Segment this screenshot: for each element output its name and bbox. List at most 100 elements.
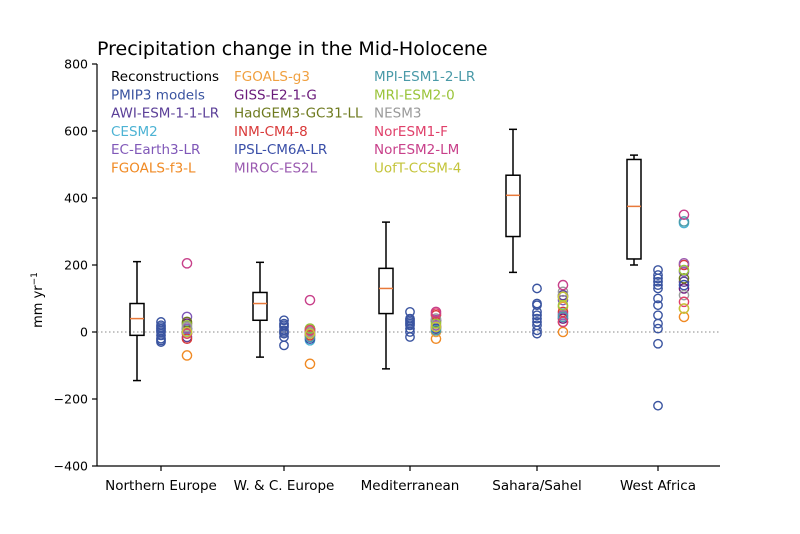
pmip4-point <box>430 313 442 324</box>
y-tick-label: 800 <box>64 57 88 72</box>
pmip4-point <box>181 326 193 338</box>
pmip3-point <box>405 318 415 329</box>
pmip4-point <box>430 306 442 318</box>
pmip3-point <box>653 338 663 349</box>
boxplot <box>129 260 145 382</box>
pmip4-point <box>557 294 569 306</box>
pmip3-point <box>653 300 663 311</box>
pmip4-point <box>678 283 690 294</box>
legend-entry: CESM2 <box>111 124 158 140</box>
legend-entry: NorESM1-F <box>374 124 448 140</box>
pmip3-point <box>405 315 415 326</box>
pmip4-point <box>304 358 316 370</box>
y-axis-label-main: mm yr <box>31 285 46 328</box>
pmip3-point <box>653 283 663 294</box>
pmip3-point <box>653 400 663 411</box>
y-tick-label: 200 <box>64 258 88 273</box>
pmip4-point <box>678 276 690 288</box>
boxplot <box>505 128 521 274</box>
pmip4-point <box>304 325 316 336</box>
pmip3-point <box>653 293 663 304</box>
boxplot-box <box>378 267 394 315</box>
legend-entry: INM-CM4-8 <box>234 124 308 140</box>
pmip3-point <box>532 306 542 317</box>
pmip4-point <box>678 279 690 291</box>
pmip4-point <box>557 286 569 298</box>
boxplot <box>626 154 642 266</box>
pmip3-points <box>156 265 663 411</box>
pmip4-point <box>304 294 316 306</box>
pmip3-point <box>653 323 663 334</box>
legend-entry: GISS-E2-1-G <box>234 87 317 103</box>
legend-entry: UofT-CCSM-4 <box>374 161 461 177</box>
pmip4-point <box>678 258 690 269</box>
y-tick-label: 600 <box>64 124 88 139</box>
legend: Reconstructions PMIP3 models AWI-ESM-1-1-L… <box>111 69 475 177</box>
pmip3-point <box>532 283 542 294</box>
legend-entry: EC-Earth3-LR <box>111 142 200 158</box>
legend-entry: MIROC-ES2L <box>234 161 318 177</box>
pmip4-point <box>181 311 193 323</box>
pmip4-point <box>557 291 569 303</box>
pmip4-point <box>430 321 442 333</box>
pmip4-point <box>678 264 690 276</box>
pmip3-point <box>156 322 166 332</box>
pmip4-point <box>678 273 690 284</box>
pmip3-point <box>532 313 542 324</box>
pmip3-point <box>532 300 542 311</box>
legend-entry: AWI-ESM-1-1-LR <box>111 106 219 122</box>
pmip4-point <box>181 333 193 345</box>
boxplot <box>378 221 394 370</box>
x-category-label: West Africa <box>620 478 696 494</box>
legend-entry: FGOALS-f3-L <box>111 161 196 177</box>
pmip4-point <box>557 299 569 311</box>
pmip4-point <box>304 331 316 343</box>
pmip4-points <box>181 209 690 370</box>
boxplot-box <box>626 158 642 260</box>
chart-title: Precipitation change in the Mid-Holocene <box>97 38 488 60</box>
pmip4-point <box>181 258 193 269</box>
legend-entry: HadGEM3-GC31-LL <box>234 106 363 122</box>
pmip4-point <box>678 296 690 308</box>
pmip4-point <box>678 303 690 314</box>
y-tick-label: 0 <box>80 325 88 340</box>
x-category-label: W. & C. Europe <box>234 478 335 494</box>
pmip3-point <box>279 340 289 351</box>
pmip3-point <box>653 273 663 284</box>
x-category-label: Northern Europe <box>105 478 217 494</box>
pmip3-point <box>532 310 542 321</box>
x-category-label: Mediterranean <box>361 478 460 494</box>
x-category-label: Sahara/Sahel <box>492 478 582 494</box>
pmip3-point <box>156 325 166 336</box>
pmip4-point <box>181 316 193 328</box>
y-tick-label: −400 <box>54 459 88 474</box>
pmip3-point <box>532 325 542 336</box>
pmip3-point <box>653 270 663 280</box>
pmip3-point <box>279 327 289 337</box>
x-axis-categories: Northern Europe W. & C. Europe Mediterrane… <box>105 466 696 494</box>
boxplot <box>252 261 268 358</box>
reconstruction-boxplots <box>129 128 642 382</box>
pmip4-point <box>430 318 442 329</box>
legend-entry: MRI-ESM2-0 <box>374 87 455 103</box>
legend-entry: IPSL-CM6A-LR <box>234 142 327 158</box>
pmip3-point <box>653 276 663 287</box>
y-axis-ticks: −400 −200 0 200 400 600 800 <box>54 57 97 474</box>
pmip4-point <box>430 325 442 336</box>
legend-entry: NESM3 <box>374 106 421 122</box>
pmip3-point <box>405 332 415 342</box>
legend-entry: PMIP3 models <box>111 87 205 103</box>
pmip4-point <box>557 311 569 323</box>
legend-entry: MPI-ESM1-2-LR <box>374 69 475 85</box>
legend-entry: NorESM2-LM <box>374 142 459 158</box>
pmip4-point <box>557 306 569 318</box>
pmip4-point <box>430 333 442 345</box>
boxplot-box <box>129 302 145 337</box>
y-tick-label: 400 <box>64 191 88 206</box>
boxplot-box <box>505 174 521 238</box>
pmip4-point <box>678 289 690 301</box>
pmip4-point <box>678 209 690 221</box>
pmip3-point <box>653 310 663 321</box>
pmip4-point <box>557 279 569 291</box>
